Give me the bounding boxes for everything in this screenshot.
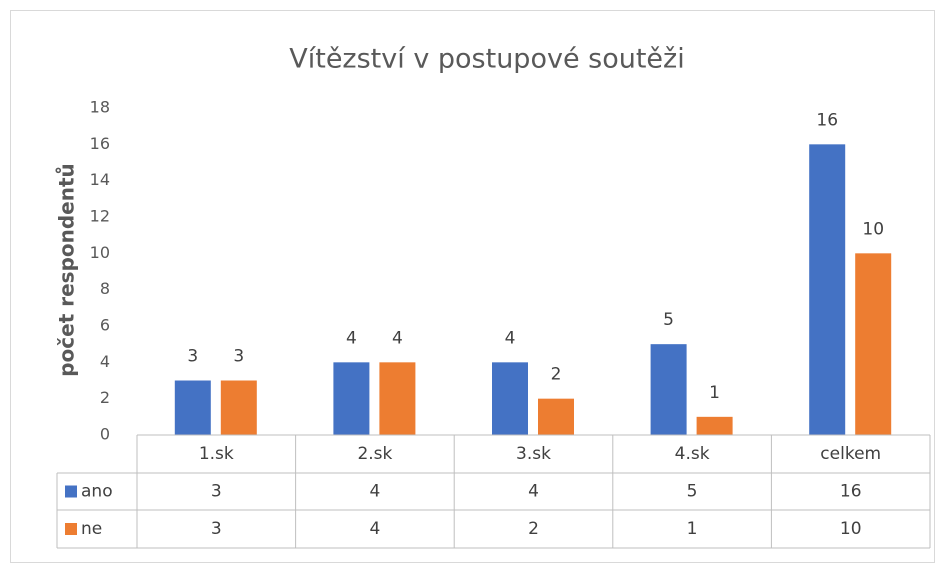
y-tick-label: 6 bbox=[100, 316, 110, 335]
x-tick-label: 3.sk bbox=[516, 444, 551, 464]
table-cell: 1 bbox=[687, 519, 698, 539]
chart-border bbox=[10, 10, 935, 563]
table-cell: 5 bbox=[687, 482, 698, 502]
data-label: 10 bbox=[862, 219, 884, 239]
y-tick-label: 16 bbox=[90, 134, 110, 153]
bar bbox=[855, 253, 892, 435]
chart-title: Vítězství v postupové soutěži bbox=[289, 44, 684, 75]
y-tick-label: 14 bbox=[90, 170, 110, 189]
bar bbox=[696, 416, 733, 435]
bar bbox=[174, 380, 211, 435]
y-tick-label: 12 bbox=[90, 207, 110, 226]
bar bbox=[492, 362, 528, 435]
table-cell: 16 bbox=[840, 482, 862, 502]
bar bbox=[333, 362, 370, 435]
bar bbox=[650, 344, 687, 435]
data-label: 16 bbox=[816, 110, 838, 130]
bar bbox=[538, 398, 574, 435]
table-cell: 4 bbox=[528, 482, 539, 502]
x-tick-label: 2.sk bbox=[357, 444, 392, 464]
table-cell: 4 bbox=[369, 519, 380, 539]
table-cell: 4 bbox=[369, 482, 380, 502]
data-label: 4 bbox=[505, 328, 516, 348]
data-label: 4 bbox=[346, 328, 357, 348]
y-axis-title: počet respondentů bbox=[55, 163, 79, 377]
table-cell: 3 bbox=[211, 519, 222, 539]
y-tick-label: 4 bbox=[100, 352, 110, 371]
data-label: 2 bbox=[551, 365, 562, 385]
legend-swatch bbox=[65, 485, 77, 498]
y-tick-label: 0 bbox=[100, 425, 110, 444]
data-label: 3 bbox=[233, 347, 244, 367]
x-tick-label: celkem bbox=[820, 444, 881, 464]
bar bbox=[220, 380, 257, 435]
table-cell: 10 bbox=[840, 519, 862, 539]
x-tick-label: 1.sk bbox=[199, 444, 234, 464]
bar bbox=[379, 362, 416, 435]
x-tick-label: 4.sk bbox=[675, 444, 710, 464]
data-label: 5 bbox=[663, 310, 674, 330]
y-tick-label: 2 bbox=[100, 388, 110, 407]
y-tick-label: 10 bbox=[90, 243, 110, 262]
table-cell: 2 bbox=[528, 519, 539, 539]
data-label: 3 bbox=[187, 347, 198, 367]
data-label: 1 bbox=[709, 383, 720, 403]
legend-label: ne bbox=[81, 519, 102, 539]
table-cell: 3 bbox=[211, 482, 222, 502]
bar bbox=[809, 144, 846, 436]
legend-swatch bbox=[65, 523, 77, 535]
y-tick-label: 18 bbox=[90, 98, 110, 117]
data-label: 4 bbox=[392, 328, 403, 348]
y-tick-label: 8 bbox=[100, 279, 110, 298]
legend-label: ano bbox=[81, 482, 113, 502]
